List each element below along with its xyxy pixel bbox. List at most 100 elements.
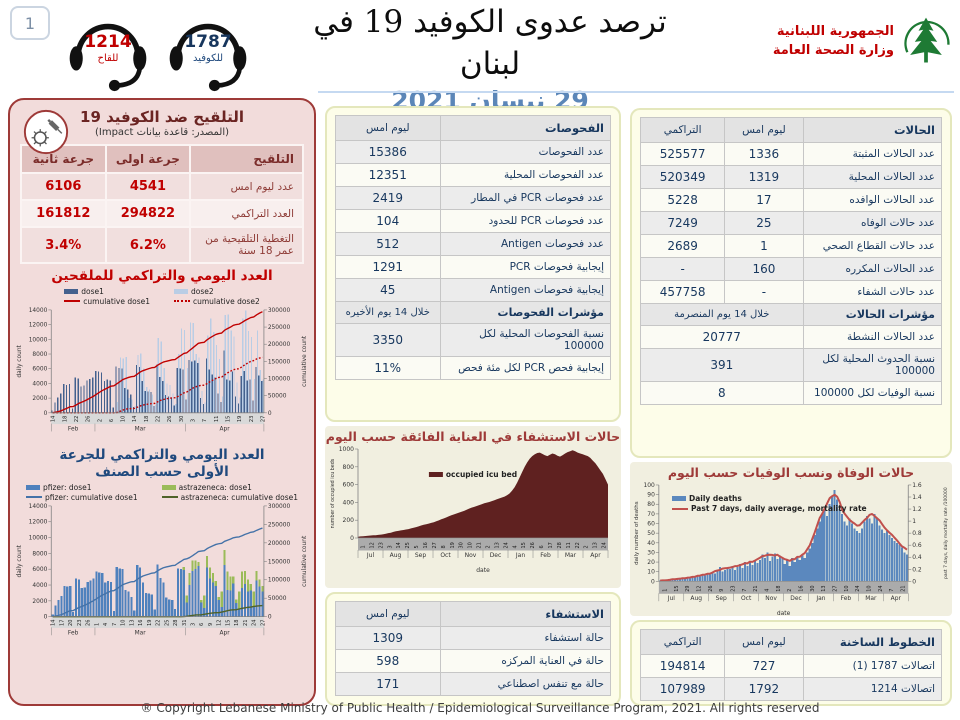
svg-text:30: 30 (647, 549, 655, 556)
svg-text:22: 22 (575, 542, 581, 548)
table-row: عدد الحالات المثبتة 1336 525577 (639, 142, 943, 166)
tests-panel: الفحوصات ليوم امس عدد الفحوصات 15386 عدد الف… (325, 106, 621, 422)
svg-text:10: 10 (121, 619, 127, 625)
svg-text:1.2: 1.2 (912, 506, 922, 513)
svg-text:200000: 200000 (268, 342, 291, 348)
table-row: عدد الحالات النشطة 20777 (640, 325, 943, 349)
svg-text:18: 18 (62, 416, 68, 422)
svg-text:30: 30 (179, 416, 185, 422)
hotlines-panel: الخطوط الساخنة ليوم امس التراكمي اتصالات 17… (630, 620, 952, 706)
legend-label: pfizer: dose1 (42, 482, 92, 492)
svg-text:12000: 12000 (29, 322, 48, 328)
row-value: 45 (335, 278, 441, 302)
row-label: العدد التراكمي (189, 199, 304, 228)
data-table: الاستشفاء ليوم امس حالة استشفاء 1309 حالة في… (335, 601, 611, 696)
legend-label: astrazeneca: cumulative dose1 (180, 492, 299, 502)
legend-item: pfizer: cumulative dose1 (25, 493, 138, 502)
line-swatch (64, 300, 81, 303)
row-label: عدد فحوصات Antigen (439, 232, 611, 256)
column-header: الحالات (802, 117, 943, 143)
dose-type-chart: 0 2000 4000 6000 8000 10000 12000 14000 0 50000 10… (17, 504, 308, 636)
svg-text:14000: 14000 (29, 308, 48, 314)
svg-text:31: 31 (182, 619, 188, 625)
svg-text:8000: 8000 (32, 551, 47, 557)
svg-text:0.2: 0.2 (912, 566, 922, 573)
legend-label: Past 7 days, daily average, mortality ra… (691, 504, 867, 513)
cedar-tree-icon (904, 17, 950, 63)
svg-text:15: 15 (521, 542, 527, 548)
svg-text:23: 23 (378, 542, 384, 548)
row-value: خلال 14 يوم الأخيره (335, 301, 441, 324)
hotline-covid-label: للكوفيد (192, 53, 224, 64)
svg-text:24: 24 (878, 585, 884, 591)
svg-text:Jul: Jul (667, 595, 676, 602)
row-value: 15386 (335, 140, 441, 164)
table-row: إيجابية فحوصات PCR 1291 (335, 255, 611, 279)
bar-swatch (174, 288, 188, 294)
svg-text:13: 13 (821, 585, 827, 591)
svg-text:2: 2 (485, 545, 491, 548)
svg-text:25: 25 (164, 619, 170, 625)
svg-text:16: 16 (423, 542, 429, 548)
row-value: 194814 (639, 654, 726, 678)
svg-text:100000: 100000 (268, 376, 291, 382)
table-row: عدد حالات الشفاء -457758 (639, 280, 943, 304)
page-title: ترصد عدوى الكوفيد 19 في لبنان (313, 4, 667, 82)
svg-text:11: 11 (214, 416, 220, 422)
svg-text:27: 27 (260, 416, 266, 422)
table-row: اتصالات 1214 1792 107989 (639, 677, 943, 701)
hotline-covid-number: 1787 (184, 32, 232, 52)
hotline-vaccine-label: للقاح (97, 53, 119, 64)
table-row: نسبة الفحوصات المحلية لكل 100000 3350 (335, 323, 611, 357)
svg-text:150000: 150000 (268, 559, 291, 565)
row-label: عدد حالات الشفاء (802, 280, 943, 304)
svg-text:17: 17 (548, 542, 554, 548)
svg-text:1000: 1000 (339, 446, 354, 453)
svg-text:27: 27 (833, 585, 839, 591)
svg-text:Dec: Dec (790, 595, 802, 602)
deaths-chart-title: حالات الوفاة ونسب الوفيات حسب اليوم (667, 465, 915, 480)
legend-item: cumulative dose1 (64, 297, 150, 306)
table-row: مؤشرات الحالات خلال 14 يوم المنصرمة (640, 303, 943, 326)
svg-text:0: 0 (268, 411, 272, 417)
row-value: 6.2% (104, 226, 192, 264)
svg-text:9: 9 (719, 589, 725, 592)
svg-text:20: 20 (68, 619, 74, 625)
svg-text:20: 20 (647, 559, 655, 566)
svg-text:22: 22 (156, 416, 162, 422)
table-row: عدد الحالات الوافده 17 5228 (639, 188, 943, 212)
table-row: حالة استشفاء 1309 (335, 626, 611, 650)
svg-text:Nov: Nov (765, 595, 777, 602)
copyright-text: ® Copyright Lebanese Ministry of Public … (140, 701, 820, 715)
row-value: 4541 (104, 172, 192, 201)
svg-text:7: 7 (742, 589, 748, 592)
svg-text:5: 5 (414, 545, 420, 548)
svg-text:7: 7 (112, 623, 118, 626)
row-value: 3350 (335, 323, 441, 357)
table-row: عدد فحوصات PCR للحدود 104 (335, 209, 611, 233)
row-value: 7249 (639, 211, 726, 235)
svg-text:19: 19 (450, 542, 456, 548)
line-swatch (25, 496, 42, 499)
table-header-row: الخطوط الساخنة ليوم امس التراكمي (639, 629, 943, 655)
deaths-chart: 0 10 20 30 40 50 60 70 80 90 100 0 0.2 0.4 0.6 0.8 1 1.2 1… (634, 482, 949, 617)
svg-text:18: 18 (144, 416, 150, 422)
table-row: اتصالات 1787 (1) 727 194814 (639, 654, 943, 678)
legend-item: occupied icu bed (428, 470, 517, 479)
svg-text:150000: 150000 (268, 359, 291, 365)
vaccination-table: التلقيح جرعة اولى جرعة ثانية عدد ليوم امس 45… (20, 144, 304, 264)
legend-label: Daily deaths (689, 494, 742, 503)
table-row: عدد فحوصات Antigen 512 (335, 232, 611, 256)
table-row: العدد التراكمي 294822 161812 (20, 199, 304, 228)
svg-text:number of occupied icu beds: number of occupied icu beds (330, 458, 336, 528)
svg-text:14000: 14000 (29, 504, 48, 510)
svg-text:8: 8 (441, 545, 447, 548)
row-label: إيجابية فحوصات PCR (439, 255, 611, 279)
svg-text:4: 4 (765, 589, 771, 592)
svg-text:23: 23 (731, 585, 737, 591)
svg-text:Mar: Mar (135, 630, 147, 636)
vaccination-source: (المصدر: قاعدة بيانات Impact) (94, 127, 230, 138)
row-label: اتصالات 1787 (1) (802, 654, 943, 678)
svg-text:26: 26 (708, 585, 714, 591)
